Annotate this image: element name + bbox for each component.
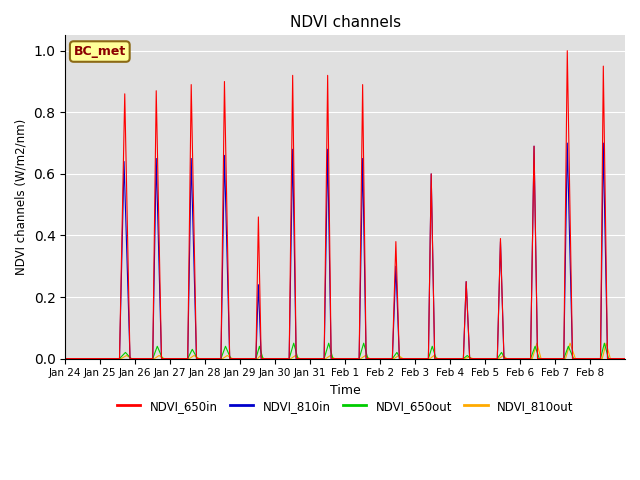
NDVI_650in — [621, 356, 628, 361]
NDVI_810out — [621, 356, 628, 361]
NDVI_810in — [161, 356, 169, 361]
NDVI_810out — [161, 356, 169, 361]
Line: NDVI_650out: NDVI_650out — [65, 343, 625, 359]
Line: NDVI_650in: NDVI_650in — [65, 51, 625, 359]
NDVI_650in — [563, 48, 571, 54]
NDVI_810in — [621, 356, 628, 361]
NDVI_650out — [585, 356, 593, 361]
NDVI_650in — [314, 356, 322, 361]
Title: NDVI channels: NDVI channels — [289, 15, 401, 30]
NDVI_810out — [585, 356, 593, 361]
NDVI_650out — [447, 356, 455, 361]
NDVI_650in — [72, 356, 79, 361]
NDVI_810in — [314, 356, 322, 361]
Line: NDVI_810in: NDVI_810in — [65, 143, 625, 359]
NDVI_810in — [61, 356, 69, 361]
NDVI_810in — [348, 356, 355, 361]
NDVI_650in — [585, 356, 593, 361]
NDVI_810in — [563, 140, 571, 146]
NDVI_650out — [72, 356, 79, 361]
X-axis label: Time: Time — [330, 384, 360, 397]
NDVI_650in — [161, 356, 169, 361]
NDVI_810out — [314, 356, 322, 361]
NDVI_650out — [290, 340, 298, 346]
Legend: NDVI_650in, NDVI_810in, NDVI_650out, NDVI_810out: NDVI_650in, NDVI_810in, NDVI_650out, NDV… — [112, 395, 578, 417]
Text: BC_met: BC_met — [74, 45, 126, 58]
NDVI_810in — [585, 356, 593, 361]
NDVI_810out — [348, 356, 355, 361]
NDVI_650out — [621, 356, 628, 361]
Y-axis label: NDVI channels (W/m2/nm): NDVI channels (W/m2/nm) — [15, 119, 28, 275]
NDVI_810out — [61, 356, 69, 361]
NDVI_650in — [348, 356, 355, 361]
NDVI_650out — [315, 356, 323, 361]
NDVI_650in — [447, 356, 454, 361]
NDVI_810in — [72, 356, 79, 361]
NDVI_650out — [161, 356, 169, 361]
NDVI_810out — [72, 356, 79, 361]
NDVI_650out — [348, 356, 356, 361]
NDVI_650out — [61, 356, 69, 361]
NDVI_650in — [61, 356, 69, 361]
NDVI_810out — [533, 340, 541, 346]
NDVI_810in — [447, 356, 454, 361]
Line: NDVI_810out: NDVI_810out — [65, 343, 625, 359]
NDVI_810out — [447, 356, 454, 361]
